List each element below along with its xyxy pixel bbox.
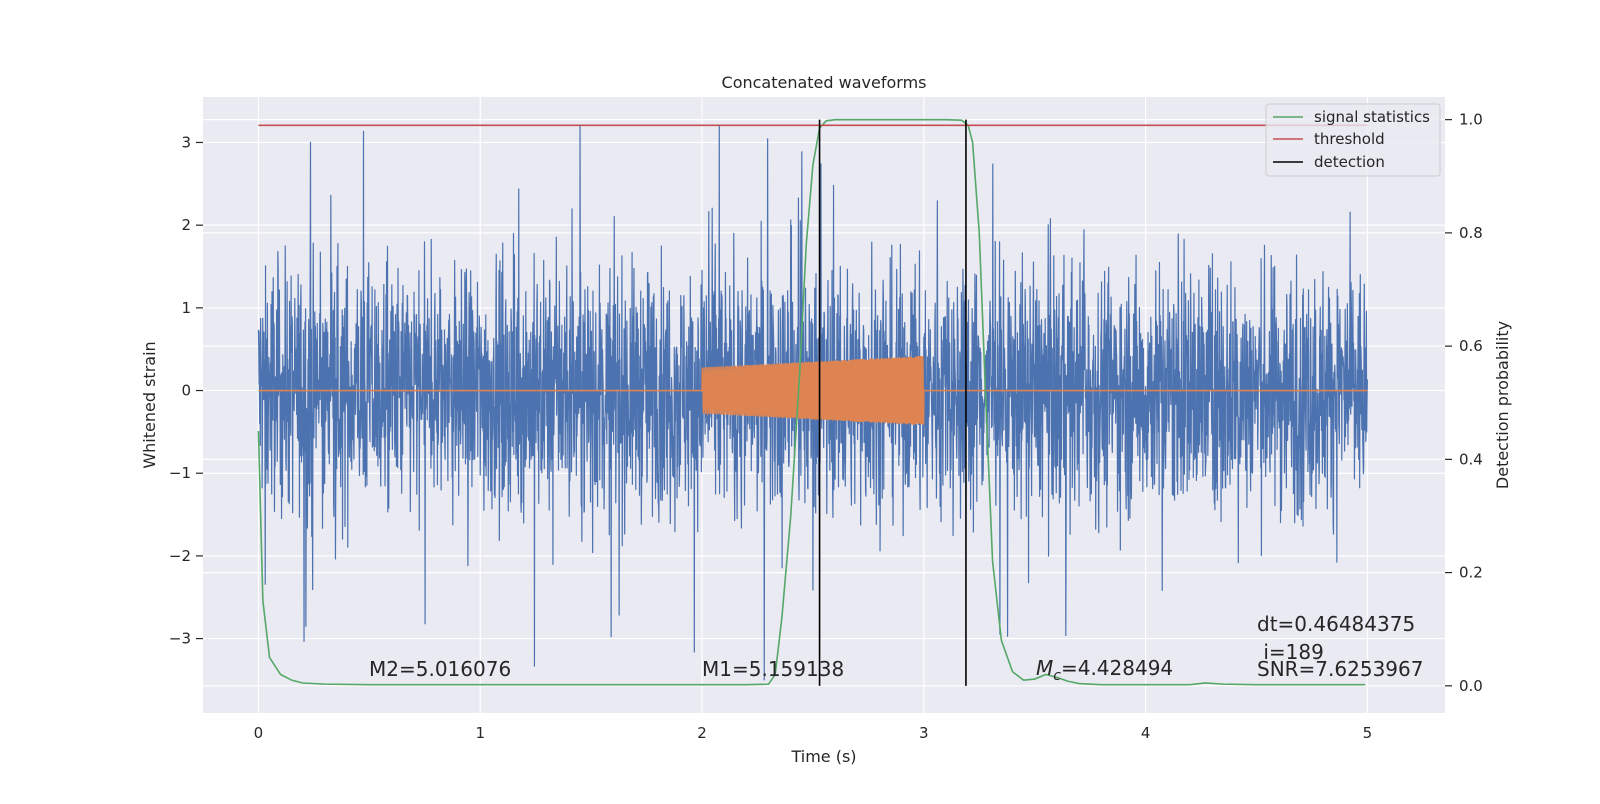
- y-right-tick-label: 0.8: [1459, 224, 1483, 242]
- x-tick-label: 5: [1363, 724, 1373, 742]
- y-right-tick-label: 0.0: [1459, 677, 1483, 695]
- annotation-mc: Mc=4.428494: [1036, 656, 1173, 684]
- strain-series: [257, 125, 1368, 681]
- y-right-tick-label: 0.2: [1459, 564, 1483, 582]
- y-tick-label: −2: [169, 547, 191, 565]
- y-tick-label: 3: [181, 133, 191, 151]
- legend-box: [1265, 103, 1441, 177]
- annotation-mc-subscript: c: [1053, 668, 1061, 684]
- x-tick-label: 2: [697, 724, 707, 742]
- x-axis-label: Time (s): [790, 747, 856, 766]
- legend-label-signal-statistics: signal statistics: [1314, 108, 1430, 126]
- annotation-m2: M2=5.016076: [369, 657, 511, 681]
- annotation-index: i=189: [1257, 640, 1324, 664]
- y-axis-label-right: Detection probability: [1493, 321, 1512, 489]
- ticks-layer: 0 1 2 3 4 5 −3 −2 −1 0 1 2 3 0.0 0.2 0.4 0.6 0.8 1.0: [169, 111, 1483, 742]
- y-tick-label: 1: [181, 299, 191, 317]
- x-tick-label: 0: [254, 724, 264, 742]
- legend-label-threshold: threshold: [1314, 130, 1385, 148]
- y-tick-label: −1: [169, 464, 191, 482]
- annotation-mc-symbol: M: [1036, 656, 1053, 680]
- signal-statistics-series: [257, 118, 1366, 686]
- template-series: [258, 356, 1368, 425]
- legend-label-detection: detection: [1314, 153, 1385, 171]
- chart-title: Concatenated waveforms: [722, 73, 927, 92]
- legend: signal statistics threshold detection: [1265, 103, 1441, 177]
- y-right-tick-label: 1.0: [1459, 111, 1483, 129]
- x-tick-label: 4: [1141, 724, 1151, 742]
- annotation-dt: dt=0.46484375: [1257, 612, 1415, 636]
- annotation-snr: SNR=7.6253967: [1257, 657, 1423, 681]
- x-tick-label: 1: [475, 724, 485, 742]
- y-tick-label: 0: [181, 382, 191, 400]
- annotation-m1: M1=5.159138: [702, 657, 844, 681]
- x-tick-label: 3: [919, 724, 929, 742]
- series-layer: [257, 118, 1368, 686]
- y-tick-label: 2: [181, 216, 191, 234]
- annotation-mc-value: =4.428494: [1061, 656, 1173, 680]
- y-axis-label: Whitened strain: [140, 341, 159, 468]
- y-right-tick-label: 0.4: [1459, 450, 1483, 468]
- y-tick-label: −3: [169, 630, 191, 648]
- y-right-tick-label: 0.6: [1459, 337, 1483, 355]
